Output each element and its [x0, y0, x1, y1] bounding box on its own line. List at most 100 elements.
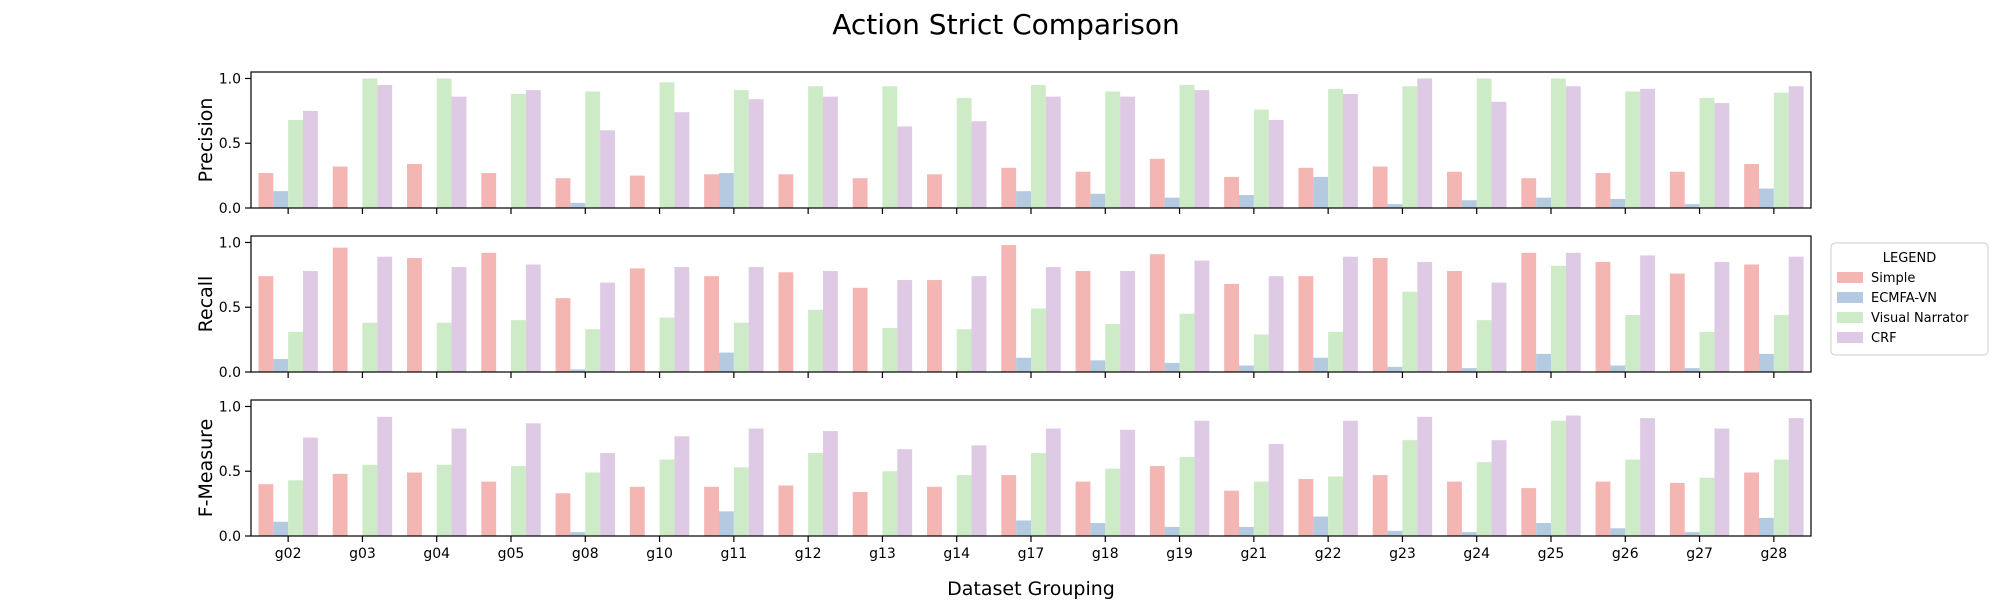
bar-f-measure-visual-narrator-g19 [1179, 456, 1195, 536]
bar-recall-crf-g27 [1714, 261, 1730, 372]
bar-precision-visual-narrator-g10 [659, 82, 675, 208]
bar-f-measure-visual-narrator-g21 [1253, 481, 1269, 536]
bar-precision-simple-g12 [778, 174, 794, 208]
bar-precision-ecmfa-vn-g17 [1016, 191, 1031, 208]
bar-f-measure-visual-narrator-g26 [1625, 459, 1641, 536]
bar-precision-visual-narrator-g14 [956, 97, 972, 208]
bar-recall-ecmfa-vn-g19 [1164, 362, 1180, 372]
bar-f-measure-crf-g28 [1788, 418, 1804, 536]
x-tick-label: g04 [423, 546, 450, 562]
bar-recall-visual-narrator-g08 [585, 329, 601, 372]
bar-precision-simple-g24 [1447, 171, 1462, 208]
bar-recall-simple-g18 [1075, 270, 1091, 372]
bar-recall-crf-g14 [971, 276, 987, 372]
bar-recall-simple-g24 [1447, 270, 1462, 372]
chart-title: Action Strict Comparison [832, 8, 1180, 41]
y-axis-label-recall: Recall [195, 276, 217, 333]
bar-recall-crf-g26 [1640, 255, 1655, 372]
x-tick-label: g03 [349, 546, 376, 562]
bar-recall-crf-g23 [1417, 261, 1433, 372]
bar-recall-ecmfa-vn-g22 [1313, 357, 1329, 372]
bar-recall-ecmfa-vn-g18 [1090, 360, 1106, 372]
bar-recall-crf-g03 [377, 256, 393, 372]
bar-f-measure-visual-narrator-g08 [585, 472, 601, 536]
bar-precision-ecmfa-vn-g26 [1610, 198, 1626, 208]
bar-precision-simple-g13 [852, 178, 868, 208]
bar-f-measure-ecmfa-vn-g11 [719, 511, 734, 536]
bar-recall-simple-g17 [1001, 245, 1017, 372]
bar-recall-simple-g12 [778, 272, 794, 372]
bar-precision-visual-narrator-g17 [1031, 84, 1046, 208]
bar-f-measure-simple-g27 [1669, 482, 1685, 536]
bar-precision-simple-g17 [1001, 167, 1017, 208]
bar-precision-simple-g21 [1224, 176, 1239, 208]
bar-precision-simple-g28 [1744, 163, 1759, 208]
x-axis-label: Dataset Grouping [947, 578, 1115, 600]
bar-f-measure-visual-narrator-g05 [511, 466, 526, 536]
bar-f-measure-crf-g14 [971, 445, 987, 536]
bar-precision-crf-g27 [1714, 103, 1730, 208]
bar-recall-visual-narrator-g11 [733, 322, 749, 372]
bar-recall-simple-g02 [258, 276, 274, 372]
x-tick-label: g05 [498, 546, 525, 562]
bar-f-measure-crf-g10 [674, 436, 690, 536]
x-tick-label: g23 [1389, 546, 1416, 562]
legend-label-simple: Simple [1871, 271, 1915, 286]
bar-f-measure-simple-g14 [927, 486, 942, 536]
y-tick-label: 1.0 [219, 399, 241, 415]
bar-precision-simple-g26 [1595, 173, 1611, 208]
bar-recall-crf-g24 [1491, 282, 1507, 372]
bar-recall-visual-narrator-g26 [1625, 315, 1641, 372]
bar-precision-simple-g27 [1669, 171, 1685, 208]
x-tick-label: g19 [1166, 546, 1193, 562]
x-tick-label: g24 [1463, 546, 1490, 562]
bar-precision-ecmfa-vn-g11 [719, 173, 734, 208]
bar-precision-visual-narrator-g19 [1179, 84, 1195, 208]
bar-recall-visual-narrator-g19 [1179, 313, 1195, 372]
bar-recall-crf-g21 [1268, 276, 1284, 372]
bar-recall-simple-g05 [481, 252, 497, 372]
bar-recall-simple-g26 [1595, 261, 1611, 372]
bar-recall-visual-narrator-g24 [1476, 320, 1492, 372]
bar-f-measure-simple-g05 [481, 481, 497, 536]
bar-f-measure-crf-g26 [1640, 418, 1655, 536]
bar-precision-crf-g19 [1194, 90, 1210, 208]
bar-precision-visual-narrator-g21 [1253, 109, 1269, 208]
bar-f-measure-simple-g04 [407, 472, 422, 536]
bar-recall-simple-g21 [1224, 283, 1239, 372]
bar-f-measure-simple-g21 [1224, 490, 1239, 536]
bar-f-measure-crf-g13 [897, 449, 913, 536]
x-tick-label: g18 [1092, 546, 1119, 562]
bar-recall-visual-narrator-g13 [882, 327, 898, 372]
bar-recall-visual-narrator-g18 [1105, 324, 1121, 372]
bar-f-measure-ecmfa-vn-g18 [1090, 523, 1106, 536]
bar-f-measure-crf-g11 [748, 428, 764, 536]
bar-f-measure-ecmfa-vn-g23 [1387, 530, 1403, 536]
bar-precision-visual-narrator-g25 [1551, 78, 1566, 208]
bar-recall-simple-g11 [704, 276, 719, 372]
y-tick-label: 0.0 [219, 365, 241, 381]
bar-recall-crf-g28 [1788, 256, 1804, 372]
bar-f-measure-visual-narrator-g03 [362, 464, 378, 536]
bar-recall-crf-g04 [451, 267, 467, 372]
y-tick-label: 1.0 [219, 71, 241, 87]
x-tick-label: g17 [1018, 546, 1045, 562]
bar-f-measure-crf-g08 [600, 453, 615, 536]
bar-recall-ecmfa-vn-g21 [1239, 365, 1254, 372]
legend-title: LEGEND [1883, 251, 1936, 266]
bar-recall-simple-g23 [1372, 258, 1388, 372]
legend-swatch-visual-narrator [1837, 312, 1863, 323]
bar-f-measure-crf-g03 [377, 416, 393, 536]
bar-f-measure-crf-g12 [823, 431, 838, 536]
bar-precision-crf-g13 [897, 126, 913, 208]
bar-f-measure-simple-g03 [332, 473, 348, 536]
bar-precision-ecmfa-vn-g08 [570, 202, 586, 208]
bar-recall-visual-narrator-g05 [511, 320, 526, 372]
bar-precision-crf-g21 [1268, 119, 1284, 208]
bar-precision-simple-g11 [704, 174, 719, 208]
bar-f-measure-crf-g17 [1045, 428, 1061, 536]
bar-f-measure-ecmfa-vn-g19 [1164, 526, 1180, 536]
bar-precision-visual-narrator-g28 [1773, 92, 1789, 208]
